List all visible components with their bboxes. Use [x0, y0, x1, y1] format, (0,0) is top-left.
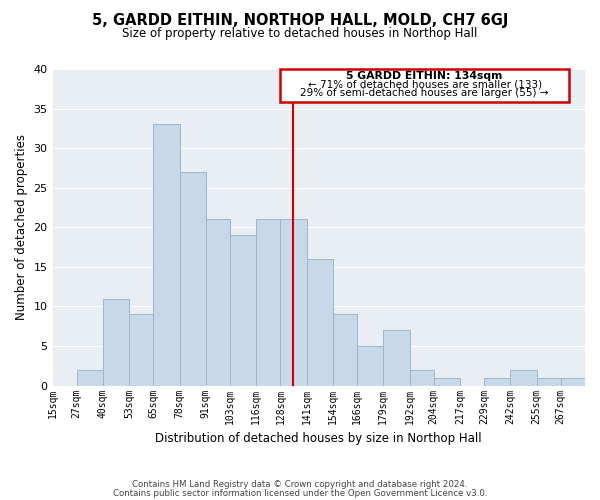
Bar [484, 378, 511, 386]
FancyBboxPatch shape [280, 69, 569, 102]
Bar [357, 346, 383, 386]
Text: Size of property relative to detached houses in Northop Hall: Size of property relative to detached ho… [122, 28, 478, 40]
Bar [129, 314, 154, 386]
Bar [434, 378, 460, 386]
Bar [154, 124, 179, 386]
Bar [333, 314, 357, 386]
Text: ← 71% of detached houses are smaller (133): ← 71% of detached houses are smaller (13… [308, 80, 542, 90]
Bar [280, 220, 307, 386]
Bar [511, 370, 536, 386]
Bar [383, 330, 410, 386]
Text: Contains HM Land Registry data © Crown copyright and database right 2024.: Contains HM Land Registry data © Crown c… [132, 480, 468, 489]
Text: 5, GARDD EITHIN, NORTHOP HALL, MOLD, CH7 6GJ: 5, GARDD EITHIN, NORTHOP HALL, MOLD, CH7… [92, 12, 508, 28]
Bar [256, 220, 280, 386]
Bar [179, 172, 206, 386]
Text: 29% of semi-detached houses are larger (55) →: 29% of semi-detached houses are larger (… [301, 88, 549, 98]
Bar [230, 235, 256, 386]
X-axis label: Distribution of detached houses by size in Northop Hall: Distribution of detached houses by size … [155, 432, 482, 445]
Y-axis label: Number of detached properties: Number of detached properties [15, 134, 28, 320]
Bar [103, 298, 129, 386]
Bar [536, 378, 561, 386]
Text: 5 GARDD EITHIN: 134sqm: 5 GARDD EITHIN: 134sqm [346, 71, 503, 81]
Bar [561, 378, 585, 386]
Bar [77, 370, 103, 386]
Bar [410, 370, 434, 386]
Text: Contains public sector information licensed under the Open Government Licence v3: Contains public sector information licen… [113, 489, 487, 498]
Bar [206, 220, 230, 386]
Bar [307, 259, 333, 386]
